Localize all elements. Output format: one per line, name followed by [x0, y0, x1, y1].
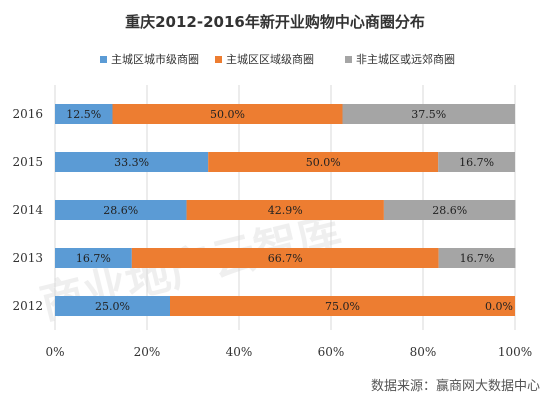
data-label: 42.9% [268, 204, 303, 217]
category-labels: 2016 2015 2014 2013 2012 [12, 107, 43, 313]
data-label: 28.6% [103, 204, 138, 217]
data-label: 16.7% [459, 156, 494, 169]
x-tick-label: 40% [226, 345, 253, 359]
data-label: 50.0% [210, 108, 245, 121]
data-label: 37.5% [411, 108, 446, 121]
bar-segment [186, 200, 384, 220]
bar-segment [55, 104, 113, 124]
category-label: 2014 [12, 203, 43, 217]
chart-title: 重庆2012-2016年新开业购物中心商圈分布 [125, 13, 425, 31]
bar-segment [170, 296, 515, 316]
legend: 主城区城市级商圈 主城区区域级商圈 非主城区或远郊商圈 [100, 52, 455, 66]
data-label: 12.5% [66, 108, 101, 121]
x-tick-label: 20% [134, 345, 161, 359]
bar-segment [131, 248, 439, 268]
data-label: 66.7% [268, 252, 303, 265]
x-tick-label: 60% [318, 345, 345, 359]
bar-segment [438, 248, 516, 268]
x-tick-label: 80% [410, 345, 437, 359]
legend-swatch [100, 56, 107, 63]
bar-segment [55, 200, 187, 220]
x-tick-label: 100% [498, 345, 532, 359]
bar-segment [112, 104, 343, 124]
legend-swatch [345, 56, 352, 63]
legend-label: 非主城区或远郊商圈 [356, 52, 455, 66]
legend-swatch [215, 56, 222, 63]
bar-segment [55, 296, 170, 316]
bars: 12.5% 50.0% 37.5% 33.3% 50.0% 16.7% 28.6% 42.9%… [55, 104, 516, 316]
bar-segment [383, 200, 516, 220]
category-label: 2016 [12, 107, 43, 121]
data-label: 16.7% [76, 252, 111, 265]
bar-segment [55, 152, 209, 172]
category-label: 2012 [12, 299, 43, 313]
bar-segment [438, 152, 515, 172]
legend-label: 主城区区域级商圈 [226, 52, 314, 66]
x-axis-ticks: 0% 20% 40% 60% 80% 100% [45, 345, 532, 359]
data-label: 0.0% [485, 300, 513, 313]
source-note: 数据来源：赢商网大数据中心 [371, 378, 540, 394]
data-label: 25.0% [95, 300, 130, 313]
data-label: 50.0% [306, 156, 341, 169]
data-label: 75.0% [325, 300, 360, 313]
legend-label: 主城区城市级商圈 [111, 52, 199, 66]
data-label: 28.6% [432, 204, 467, 217]
data-label: 33.3% [114, 156, 149, 169]
bar-segment [208, 152, 439, 172]
x-tick-label: 0% [45, 345, 64, 359]
category-label: 2015 [12, 155, 43, 169]
data-label: 16.7% [460, 252, 495, 265]
bar-segment [55, 248, 132, 268]
bar-segment [342, 104, 515, 124]
category-label: 2013 [12, 251, 43, 265]
